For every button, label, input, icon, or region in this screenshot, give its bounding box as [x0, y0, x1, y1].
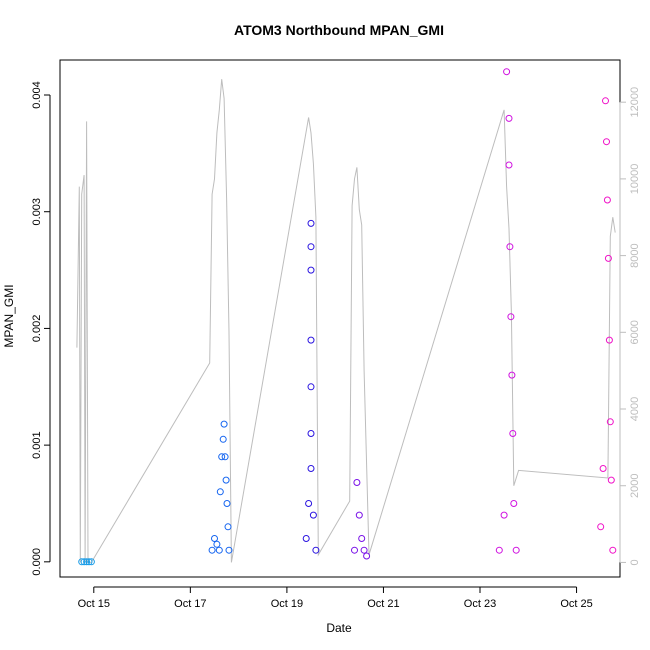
data-point: [503, 68, 511, 76]
data-point: [307, 383, 315, 391]
data-point: [602, 97, 609, 105]
data-point: [599, 465, 607, 472]
y2-tick-label: 4000: [629, 397, 641, 421]
data-point: [220, 420, 228, 428]
data-point: [215, 546, 223, 554]
y2-tick-label: 10000: [629, 164, 641, 195]
y-axis-label: MPAN_GMI: [2, 284, 16, 347]
data-point: [309, 511, 317, 519]
data-point: [353, 479, 361, 486]
x-axis-label: Date: [326, 621, 352, 635]
data-point: [605, 336, 613, 344]
data-point: [603, 196, 611, 204]
x-tick-label: Oct 23: [464, 598, 496, 610]
y-tick-label: 0.000: [31, 548, 43, 576]
data-point: [307, 219, 315, 227]
y-tick-label: 0.001: [31, 431, 43, 459]
data-point: [78, 558, 86, 566]
data-point: [216, 488, 224, 496]
data-point: [83, 558, 91, 566]
chart-title: ATOM3 Northbound MPAN_GMI: [234, 22, 444, 38]
x-tick-label: Oct 15: [78, 598, 110, 610]
data-point: [305, 500, 313, 507]
data-point: [360, 546, 368, 554]
data-point: [510, 500, 518, 507]
x-tick-label: Oct 25: [560, 598, 592, 610]
plot-frame: [59, 59, 621, 578]
y2-tick-label: 0: [629, 559, 641, 565]
data-point: [604, 254, 612, 262]
data-point: [512, 546, 520, 554]
data-point: [87, 558, 95, 566]
secondary-line: [76, 79, 616, 563]
data-point: [208, 546, 216, 554]
data-point: [307, 465, 315, 472]
data-point: [363, 552, 371, 560]
y2-tick-label: 6000: [629, 320, 641, 344]
data-point: [222, 476, 230, 484]
data-point: [495, 546, 503, 554]
x-tick-label: Oct 21: [367, 598, 399, 610]
axes: Oct 15 Oct 17 Oct 19 Oct 21 Oct 23 Oct 25 0.00…: [31, 81, 641, 610]
data-point: [351, 546, 358, 554]
data-point: [307, 243, 315, 251]
data-point: [80, 558, 88, 566]
data-point: [505, 161, 513, 169]
data-point: [597, 523, 605, 531]
y2-tick-label: 8000: [629, 243, 641, 267]
data-point: [509, 430, 517, 437]
scatter-points: [78, 68, 617, 566]
y2-tick-label: 12000: [629, 87, 641, 118]
y-tick-label: 0.002: [31, 315, 43, 343]
x-tick-label: Oct 19: [271, 598, 303, 610]
data-point: [358, 535, 366, 542]
data-point: [506, 243, 514, 251]
data-point: [213, 540, 221, 548]
y-tick-label: 0.004: [31, 81, 43, 109]
data-point: [85, 558, 93, 566]
data-point: [355, 511, 363, 519]
data-point: [211, 535, 218, 542]
data-point: [223, 500, 231, 507]
data-point: [607, 476, 615, 484]
data-point: [307, 266, 315, 274]
data-point: [221, 453, 229, 461]
secondary-series: [76, 79, 616, 563]
data-point: [225, 546, 233, 554]
data-point: [224, 523, 232, 531]
data-point: [507, 313, 515, 321]
data-point: [219, 435, 227, 443]
y2-tick-label: 2000: [629, 473, 641, 497]
y-tick-label: 0.003: [31, 198, 43, 226]
data-point: [609, 546, 617, 554]
data-point: [307, 336, 315, 344]
data-point: [508, 371, 516, 379]
data-point: [312, 546, 320, 554]
data-point: [307, 430, 315, 437]
data-point: [218, 453, 226, 461]
data-point: [603, 138, 610, 146]
data-point: [505, 114, 513, 122]
data-point: [500, 511, 508, 519]
data-point: [302, 535, 310, 542]
x-tick-label: Oct 17: [174, 598, 206, 610]
data-point: [606, 418, 614, 426]
